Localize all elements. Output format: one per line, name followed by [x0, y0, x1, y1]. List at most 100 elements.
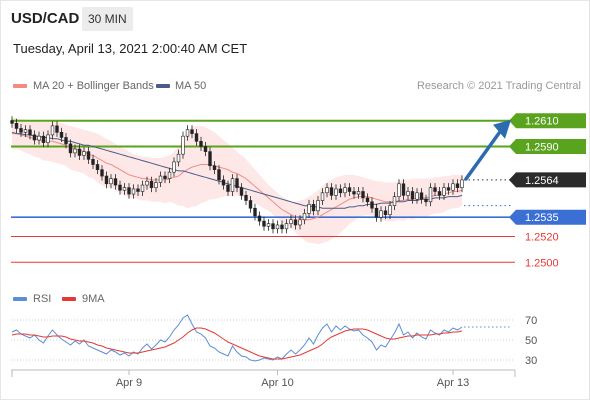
candle-body: [37, 135, 41, 141]
candle-body: [415, 192, 419, 200]
candle-body: [334, 188, 338, 196]
candle-body: [280, 224, 284, 230]
candle-body: [136, 188, 140, 192]
candle-body: [266, 223, 271, 227]
candle-body: [442, 187, 446, 196]
candle-body: [77, 148, 82, 156]
candle-body: [100, 169, 104, 177]
candle-body: [131, 188, 136, 195]
candle-body: [275, 224, 280, 230]
candle-body: [289, 219, 293, 224]
level-label-1.2520: 1.2520: [525, 232, 559, 244]
candle-body: [293, 219, 298, 226]
candle-body: [311, 204, 316, 212]
candle-body: [194, 133, 199, 142]
candle-body: [325, 187, 329, 194]
candle-body: [163, 175, 167, 179]
candle-body: [284, 223, 289, 230]
candle-body: [455, 183, 460, 188]
candle-body: [145, 180, 149, 186]
candle-body: [347, 187, 352, 192]
level-label-1.2610: 1.2610: [525, 116, 559, 128]
candle-body: [437, 191, 442, 196]
candle-body: [374, 207, 379, 218]
candle-body: [203, 146, 208, 152]
rsi-legend-swatch: [13, 297, 27, 301]
level-label-1.2535: 1.2535: [525, 212, 559, 224]
candle-body: [271, 223, 275, 230]
ma50-legend-label: MA 50: [175, 80, 207, 92]
pair-title: USD/CAD: [11, 10, 80, 27]
candle-body: [19, 128, 23, 133]
candle-body: [410, 191, 415, 200]
candle-body: [253, 207, 257, 217]
candle-body: [28, 129, 32, 136]
candle-body: [185, 129, 190, 137]
candle-body: [95, 164, 100, 170]
candle-body: [392, 196, 397, 206]
candle-body: [181, 135, 185, 155]
candle-body: [82, 151, 86, 156]
candle-body: [460, 179, 464, 188]
candle-body: [262, 220, 266, 227]
candle-body: [320, 192, 325, 201]
candle-body: [239, 187, 244, 196]
candle-body: [379, 210, 383, 218]
candle-body: [244, 195, 248, 201]
timeframe-badge[interactable]: 30 MIN: [82, 7, 133, 31]
candle-body: [127, 187, 131, 195]
candle-body: [433, 187, 437, 192]
candle-body: [338, 188, 343, 194]
candle-body: [46, 134, 50, 143]
rsi-level-label-30: 30: [525, 355, 537, 367]
x-tick-label: Apr 10: [261, 377, 293, 389]
level-label-1.2564: 1.2564: [525, 175, 559, 187]
candle-body: [55, 125, 59, 133]
rsi-level-label-70: 70: [525, 315, 537, 327]
candle-body: [158, 175, 163, 183]
candle-body: [424, 198, 428, 203]
candle-body: [307, 204, 311, 214]
candle-body: [329, 187, 334, 196]
candle-body: [199, 141, 203, 147]
candle-body: [235, 178, 239, 188]
level-box-1.2610: [509, 113, 586, 129]
candle-body: [32, 134, 37, 141]
candle-body: [451, 183, 455, 191]
ma20-legend-label: MA 20 + Bollinger Bands: [33, 80, 154, 92]
candle-body: [383, 210, 388, 215]
level-box-1.2535: [509, 209, 586, 225]
level-label-1.2500: 1.2500: [525, 257, 559, 269]
candle-body: [343, 187, 347, 194]
candle-body: [257, 215, 262, 222]
level-box-1.2590: [509, 138, 586, 154]
candle-body: [68, 143, 73, 154]
candle-body: [14, 123, 19, 129]
ma20-legend-swatch: [13, 84, 27, 88]
candle-body: [401, 183, 406, 196]
candle-body: [316, 200, 320, 212]
ma50-legend-swatch: [156, 84, 170, 88]
candle-body: [10, 120, 14, 124]
candle-body: [50, 125, 55, 136]
candle-body: [388, 205, 392, 215]
candle-body: [226, 184, 230, 192]
candle-body: [302, 213, 307, 221]
x-tick-label: Apr 9: [116, 377, 142, 389]
candle-body: [167, 171, 172, 179]
datetime-label: Tuesday, April 13, 2021 2:00:40 AM CET: [13, 41, 248, 56]
candle-body: [230, 178, 235, 192]
candle-body: [212, 165, 217, 170]
candle-body: [118, 184, 122, 191]
candle-body: [370, 201, 374, 209]
candle-body: [397, 183, 401, 197]
candle-body: [64, 137, 68, 145]
candle-body: [365, 197, 370, 203]
rsi-level-label-50: 50: [525, 335, 537, 347]
candle-body: [428, 187, 433, 203]
candle-body: [91, 159, 95, 165]
rsi-ma-legend-swatch: [62, 297, 76, 301]
candle-body: [190, 129, 194, 134]
candle-body: [172, 161, 176, 173]
